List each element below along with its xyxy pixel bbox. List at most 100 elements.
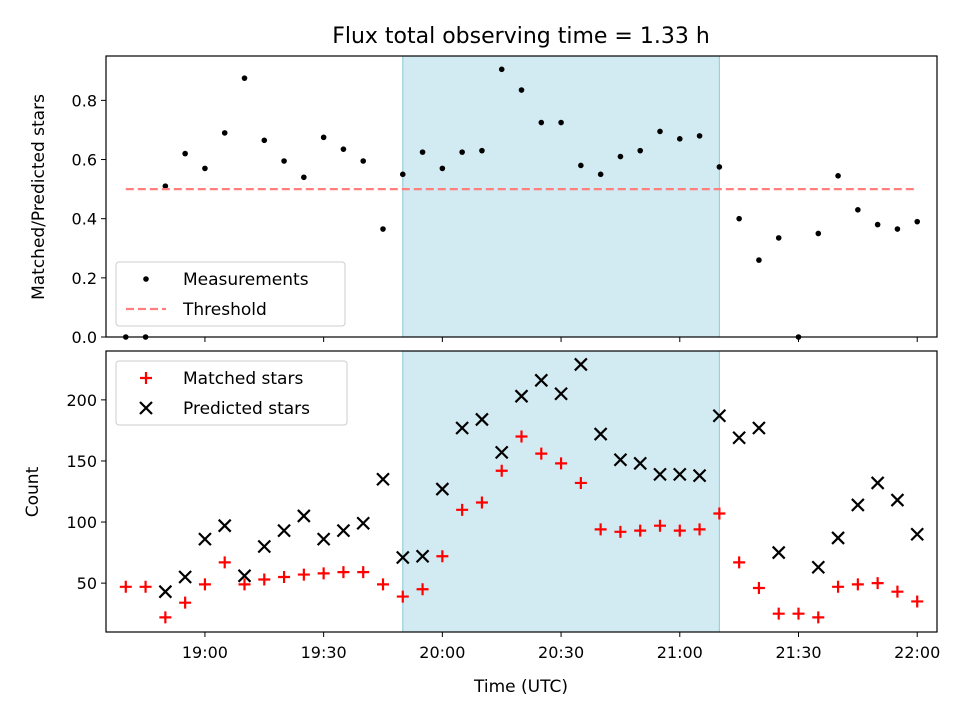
matched-stars-point bbox=[871, 577, 884, 590]
predicted-stars-point bbox=[910, 527, 924, 542]
predicted-stars-point bbox=[376, 472, 390, 487]
measurements-point bbox=[459, 149, 465, 155]
predicted-stars-point bbox=[831, 531, 845, 545]
ratio-legend: Measurements Threshold bbox=[115, 261, 346, 327]
predicted-stars-point bbox=[613, 452, 628, 467]
ratio-y-tick-label: 0.0 bbox=[72, 328, 97, 347]
matched-stars-point bbox=[317, 567, 330, 580]
x-axis-label: Time (UTC) bbox=[473, 677, 568, 697]
measurements-point bbox=[340, 146, 347, 152]
predicted-stars-point bbox=[415, 549, 430, 564]
predicted-stars-point bbox=[336, 523, 351, 538]
measurements-legend-swatch bbox=[143, 276, 149, 282]
measurements-point bbox=[221, 130, 228, 136]
ratio-axes-frame bbox=[105, 55, 938, 338]
matched-stars-point bbox=[436, 550, 449, 563]
measurements-point bbox=[815, 230, 822, 237]
matched-stars-point bbox=[495, 464, 508, 477]
measurements-point bbox=[439, 165, 446, 172]
counts-y-tick-label: 150 bbox=[66, 452, 97, 471]
matched-stars-point bbox=[832, 580, 845, 593]
measurements-legend-label: Measurements bbox=[183, 270, 309, 290]
measurements-point bbox=[162, 183, 169, 189]
counts-legend-box bbox=[115, 360, 348, 426]
matched-stars-point bbox=[198, 578, 211, 591]
matched-stars-point bbox=[159, 611, 172, 624]
matched-stars-point bbox=[733, 556, 746, 569]
matched-stars-point bbox=[713, 507, 726, 520]
matched-stars-point bbox=[357, 566, 370, 579]
matched-stars-point bbox=[752, 582, 765, 595]
measurements-point bbox=[914, 218, 921, 225]
measurements-point bbox=[775, 235, 782, 241]
top-y-axis-label: Matched/Predicted stars bbox=[29, 94, 49, 300]
predicted-stars-legend-swatch bbox=[139, 401, 153, 415]
counts-y-tick-label: 50 bbox=[77, 574, 97, 593]
measurements-point bbox=[558, 119, 564, 126]
measurements-point bbox=[202, 165, 208, 172]
predicted-stars-point bbox=[534, 373, 549, 388]
predicted-stars-point bbox=[316, 532, 331, 546]
plot-layer: 0.0 0.2 0.4 0.6 0.8 Measurements Threshold 50 10… bbox=[66, 55, 940, 662]
counts-legend: Matched stars Predicted stars bbox=[115, 360, 348, 426]
measurements-point bbox=[419, 149, 426, 155]
matched-stars-point bbox=[911, 595, 924, 608]
counts-y-tick-label: 200 bbox=[66, 391, 97, 410]
predicted-stars-point bbox=[237, 569, 252, 583]
predicted-stars-point bbox=[455, 421, 469, 435]
measurements-point bbox=[756, 257, 762, 263]
matched-stars-point bbox=[396, 590, 409, 603]
predicted-stars-point bbox=[158, 584, 173, 599]
matched-stars-point bbox=[594, 523, 607, 536]
predicted-stars-point bbox=[692, 468, 707, 483]
matched-stars-point bbox=[179, 596, 192, 609]
predicted-stars-point bbox=[435, 482, 450, 496]
predicted-stars-point bbox=[653, 467, 667, 482]
measurements-point bbox=[320, 134, 327, 141]
measurements-point bbox=[301, 174, 307, 181]
predicted-stars-point bbox=[217, 518, 232, 533]
matched-stars-point bbox=[456, 503, 469, 516]
measurements-point bbox=[261, 137, 268, 144]
chart-title: Flux total observing time = 1.33 h bbox=[332, 24, 710, 49]
measurements-point bbox=[518, 87, 525, 93]
measurements-point bbox=[479, 147, 485, 154]
predicted-stars-point bbox=[811, 560, 826, 575]
matched-stars-point bbox=[475, 496, 488, 509]
predicted-stars-point bbox=[297, 509, 311, 523]
measurements-point bbox=[835, 172, 841, 179]
ratio-shaded-span bbox=[402, 55, 720, 338]
measurements-point bbox=[676, 136, 683, 142]
predicted-stars-point bbox=[712, 408, 727, 423]
matched-stars-point bbox=[634, 524, 647, 537]
measurements-point bbox=[637, 147, 644, 154]
measurements-point bbox=[894, 226, 901, 232]
matched-stars-point bbox=[377, 578, 389, 591]
measurements-point bbox=[538, 119, 545, 126]
predicted-stars-point bbox=[732, 430, 746, 445]
x-tick-label: 20:30 bbox=[538, 643, 584, 662]
predicted-stars-point bbox=[257, 539, 272, 554]
counts-axes-frame bbox=[105, 350, 938, 633]
measurements-point bbox=[855, 207, 861, 213]
predicted-stars-point bbox=[870, 476, 885, 490]
predicted-stars-point bbox=[514, 389, 529, 403]
matched-stars-point bbox=[515, 430, 528, 443]
x-tick-label: 22:00 bbox=[894, 643, 940, 662]
measurements-point bbox=[696, 133, 703, 139]
x-tick-label: 20:00 bbox=[419, 643, 465, 662]
measurements-point bbox=[716, 164, 723, 170]
predicted-stars-point bbox=[851, 498, 865, 512]
measurements-point bbox=[657, 128, 663, 135]
matched-stars-point bbox=[258, 573, 271, 586]
x-tick-label: 21:30 bbox=[775, 643, 821, 662]
matched-stars-point bbox=[812, 611, 825, 624]
matched-stars-point bbox=[337, 566, 350, 579]
predicted-stars-point bbox=[771, 545, 786, 560]
matched-stars-point bbox=[851, 578, 864, 591]
predicted-stars-point bbox=[356, 516, 370, 531]
measurements-point bbox=[874, 221, 881, 228]
matched-stars-point bbox=[673, 524, 686, 537]
measurements-point bbox=[617, 153, 624, 160]
